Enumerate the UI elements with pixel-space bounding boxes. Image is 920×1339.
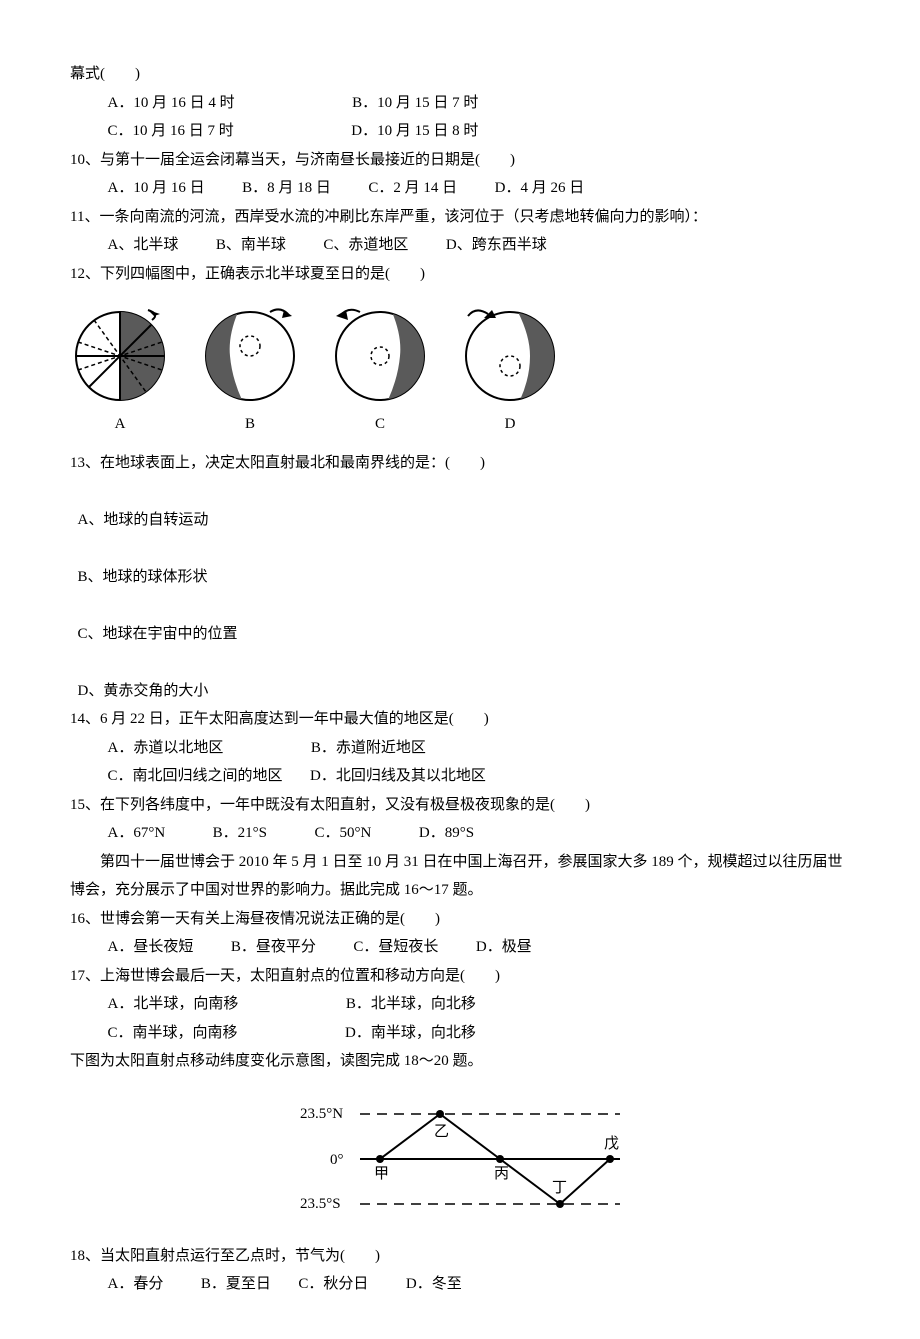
- q18-opt-b: B．夏至日: [201, 1276, 271, 1292]
- sun-pt-bing: 丙: [494, 1166, 509, 1182]
- q17-opt-b: B．北半球，向北移: [346, 996, 476, 1012]
- q10-opt-c: C．2 月 14 日: [368, 180, 457, 196]
- sun-pt-ding: 丁: [552, 1180, 567, 1196]
- q18-opt-d: D．冬至: [406, 1276, 462, 1292]
- q12-label-c: C: [330, 410, 430, 439]
- sun-label-235s: 23.5°S: [300, 1196, 341, 1212]
- sun-path-chart: 23.5°N 0° 23.5°S 甲 乙 丙 丁 戊: [70, 1084, 850, 1234]
- q18-stem: 18、当太阳直射点运行至乙点时，节气为( ): [70, 1242, 850, 1271]
- q11-opt-d: D、跨东西半球: [446, 237, 547, 253]
- q16-opt-c: C．昼短夜长: [353, 939, 438, 955]
- q13-opt-a: A、地球的自转运动: [78, 512, 209, 528]
- q12-diagram-c: C: [330, 306, 430, 439]
- q17-opt-a: A．北半球，向南移: [108, 996, 239, 1012]
- q9-opt-d: D．10 月 15 日 8 时: [351, 123, 478, 139]
- sun-label-235n: 23.5°N: [300, 1106, 343, 1122]
- q10-stem: 10、与第十一届全运会闭幕当天，与济南昼长最接近的日期是( ): [70, 146, 850, 175]
- q18-opt-c: C．秋分日: [298, 1276, 368, 1292]
- q14-opt-b: B．赤道附近地区: [311, 740, 426, 756]
- q12-label-d: D: [460, 410, 560, 439]
- q18-opt-a: A．春分: [108, 1276, 164, 1292]
- q11-opt-c: C、赤道地区: [323, 237, 408, 253]
- q16-opt-b: B．昼夜平分: [231, 939, 316, 955]
- q14-opt-c: C．南北回归线之间的地区: [108, 768, 283, 784]
- q11-opt-b: B、南半球: [216, 237, 286, 253]
- q12-label-b: B: [200, 410, 300, 439]
- q14-opt-d: D．北回归线及其以北地区: [310, 768, 486, 784]
- q9-stem: 幕式( ): [70, 60, 850, 89]
- q12-diagram-a: A: [70, 306, 170, 439]
- q14-opt-a: A．赤道以北地区: [108, 740, 224, 756]
- q16-opt-a: A．昼长夜短: [108, 939, 194, 955]
- q17-opt-d: D．南半球，向北移: [345, 1025, 476, 1041]
- q9-opt-b: B．10 月 15 日 7 时: [352, 95, 478, 111]
- q12-diagram-b: B: [200, 306, 300, 439]
- q13-opt-d: D、黄赤交角的大小: [78, 683, 209, 699]
- q15-stem: 15、在下列各纬度中，一年中既没有太阳直射，又没有极昼极夜现象的是( ): [70, 791, 850, 820]
- q12-label-a: A: [70, 410, 170, 439]
- q11-opt-a: A、北半球: [108, 237, 179, 253]
- q13-opt-b: B、地球的球体形状: [78, 569, 208, 585]
- q13-opt-c: C、地球在宇宙中的位置: [78, 626, 238, 642]
- q9-opt-a: A．10 月 16 日 4 时: [108, 95, 235, 111]
- sun-passage: 下图为太阳直射点移动纬度变化示意图，读图完成 18～20 题。: [70, 1047, 850, 1076]
- q15-opt-c: C．50°N: [315, 825, 372, 841]
- q12-diagrams: A B C: [70, 306, 850, 439]
- q15-opt-d: D．89°S: [419, 825, 474, 841]
- expo-passage: 第四十一届世博会于 2010 年 5 月 1 日至 10 月 31 日在中国上海…: [70, 848, 850, 905]
- q17-stem: 17、上海世博会最后一天，太阳直射点的位置和移动方向是( ): [70, 962, 850, 991]
- q11-stem: 11、一条向南流的河流，西岸受水流的冲刷比东岸严重，该河位于（只考虑地转偏向力的…: [70, 203, 850, 232]
- q17-opt-c: C．南半球，向南移: [108, 1025, 238, 1041]
- q10-opt-b: B．8 月 18 日: [242, 180, 331, 196]
- sun-label-0: 0°: [330, 1152, 344, 1168]
- q10-opt-a: A．10 月 16 日: [108, 180, 205, 196]
- q10-opt-d: D．4 月 26 日: [495, 180, 585, 196]
- q12-diagram-d: D: [460, 306, 560, 439]
- sun-pt-jia: 甲: [374, 1166, 389, 1182]
- q13-stem: 13、在地球表面上，决定太阳直射最北和最南界线的是：( ): [70, 449, 850, 478]
- q9-opt-c: C．10 月 16 日 7 时: [108, 123, 234, 139]
- sun-pt-wu: 戊: [604, 1135, 619, 1152]
- q14-stem: 14、6 月 22 日，正午太阳高度达到一年中最大值的地区是( ): [70, 705, 850, 734]
- sun-pt-yi: 乙: [434, 1124, 449, 1140]
- q12-stem: 12、下列四幅图中，正确表示北半球夏至日的是( ): [70, 260, 850, 289]
- q16-stem: 16、世博会第一天有关上海昼夜情况说法正确的是( ): [70, 905, 850, 934]
- q15-opt-b: B．21°S: [213, 825, 267, 841]
- q15-opt-a: A．67°N: [108, 825, 166, 841]
- q16-opt-d: D．极昼: [476, 939, 532, 955]
